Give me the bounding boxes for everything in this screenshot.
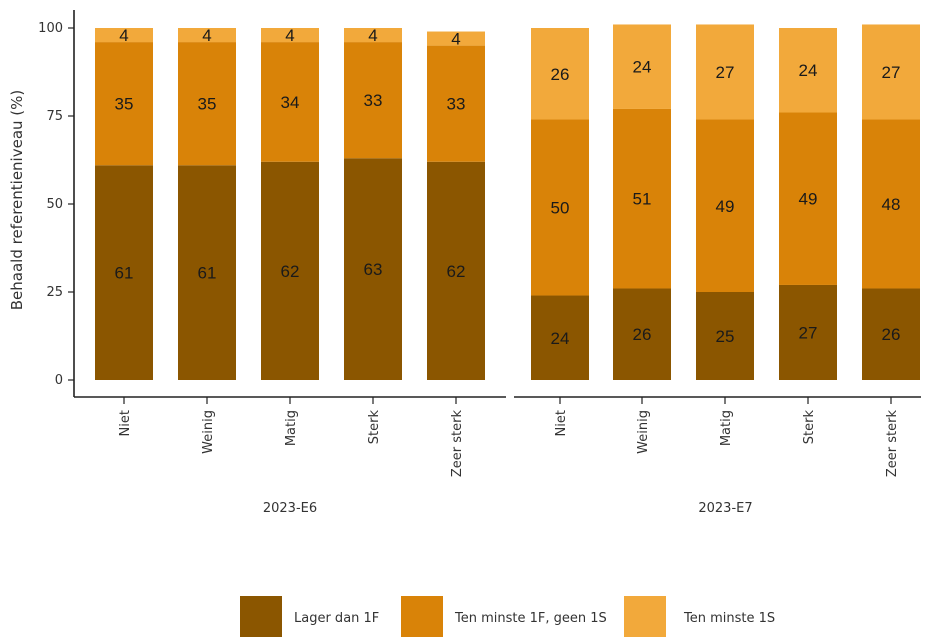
bar-segment [95, 165, 153, 380]
bar-segment [531, 295, 589, 380]
bar-value-label: 24 [633, 58, 652, 77]
bar-segment [696, 292, 754, 380]
bar-value-label: 62 [447, 262, 466, 281]
bar-value-label: 4 [451, 30, 460, 49]
bar-segment [779, 28, 837, 113]
bar-value-label: 26 [633, 325, 652, 344]
bar-value-label: 51 [633, 190, 652, 209]
bars [95, 24, 920, 380]
x-category-label: Sterk [367, 410, 382, 445]
bar-value-label: 49 [799, 190, 818, 209]
bar-value-label: 61 [198, 264, 217, 283]
bar-value-label: 27 [716, 63, 735, 82]
bar-segment [261, 28, 319, 43]
bar-segment [427, 45, 485, 162]
legend-label: Ten minste 1S [683, 611, 775, 626]
y-axis-title: Behaald referentieniveau (%) [8, 90, 26, 311]
legend-label: Ten minste 1F, geen 1S [454, 611, 607, 626]
bar-segment [178, 42, 236, 166]
x-category-label: Matig [719, 410, 734, 446]
bar-segment [95, 28, 153, 43]
bar-segment [531, 119, 589, 296]
bar-value-label: 49 [716, 197, 735, 216]
bar-segment [779, 112, 837, 285]
bar-value-label: 63 [364, 260, 383, 279]
bar-segment [427, 161, 485, 380]
legend-swatch [401, 596, 443, 637]
bar-segment [344, 158, 402, 380]
bar-value-label: 4 [368, 26, 377, 45]
bar-segment [95, 42, 153, 166]
group-label: 2023-E6 [263, 501, 317, 516]
bar-segment [613, 288, 671, 380]
bar-segment [696, 119, 754, 293]
x-category-label: Zeer sterk [450, 410, 465, 478]
bar-value-label: 4 [285, 26, 294, 45]
x-category-labels: Niet Weinig Matig Sterk Zeer sterk 2023-E6 Nie… [118, 410, 900, 516]
bar-segment [178, 165, 236, 380]
bar-segment [613, 108, 671, 289]
bar-segment [862, 288, 920, 380]
legend-swatch [624, 596, 666, 637]
bar-value-label: 24 [551, 329, 570, 348]
bar-value-label: 50 [551, 199, 570, 218]
x-category-label: Weinig [201, 410, 216, 454]
bar-segment [779, 284, 837, 380]
bar-value-label: 33 [364, 91, 383, 110]
x-category-label: Niet [554, 410, 569, 436]
bar-segment [696, 24, 754, 120]
bar-value-label: 26 [551, 65, 570, 84]
y-tick-label: 100 [38, 21, 63, 36]
bar-segment [261, 161, 319, 380]
bar-value-label: 24 [799, 61, 818, 80]
bar-value-label: 33 [447, 95, 466, 114]
bar-value-labels: 61 35 4 61 35 4 62 34 4 63 33 4 62 33 4 24 50 26 26 51 24 25 4… [115, 26, 901, 348]
x-category-label: Weinig [636, 410, 651, 454]
y-tick-label: 25 [46, 285, 63, 300]
bar-value-label: 48 [882, 195, 901, 214]
bar-segment [344, 42, 402, 159]
x-category-label: Zeer sterk [885, 410, 900, 478]
bar-value-label: 27 [799, 323, 818, 342]
y-tick-label: 75 [46, 109, 63, 124]
bar-segment [613, 24, 671, 109]
bar-value-label: 61 [115, 264, 134, 283]
bar-segment [862, 119, 920, 289]
bar-value-label: 25 [716, 327, 735, 346]
bar-value-label: 4 [202, 26, 211, 45]
axes: 0 25 50 75 100 [38, 10, 921, 404]
bar-value-label: 35 [198, 95, 217, 114]
bar-segment [344, 28, 402, 43]
legend: Lager dan 1F Ten minste 1F, geen 1S Ten mi… [240, 596, 775, 637]
x-category-label: Matig [284, 410, 299, 446]
legend-swatch [240, 596, 282, 637]
bar-segment [427, 31, 485, 46]
x-category-label: Niet [118, 410, 133, 436]
bar-segment [178, 28, 236, 43]
legend-label: Lager dan 1F [294, 611, 379, 626]
bar-value-label: 4 [119, 26, 128, 45]
group-label: 2023-E7 [698, 501, 752, 516]
bar-segment [261, 42, 319, 162]
bar-segment [531, 28, 589, 120]
y-tick-label: 50 [46, 197, 63, 212]
bar-value-label: 62 [281, 262, 300, 281]
y-tick-label: 0 [55, 373, 63, 388]
bar-value-label: 34 [281, 93, 300, 112]
bar-value-label: 26 [882, 325, 901, 344]
bar-value-label: 27 [882, 63, 901, 82]
bar-value-label: 35 [115, 95, 134, 114]
bar-segment [862, 24, 920, 120]
x-category-label: Sterk [802, 410, 817, 445]
